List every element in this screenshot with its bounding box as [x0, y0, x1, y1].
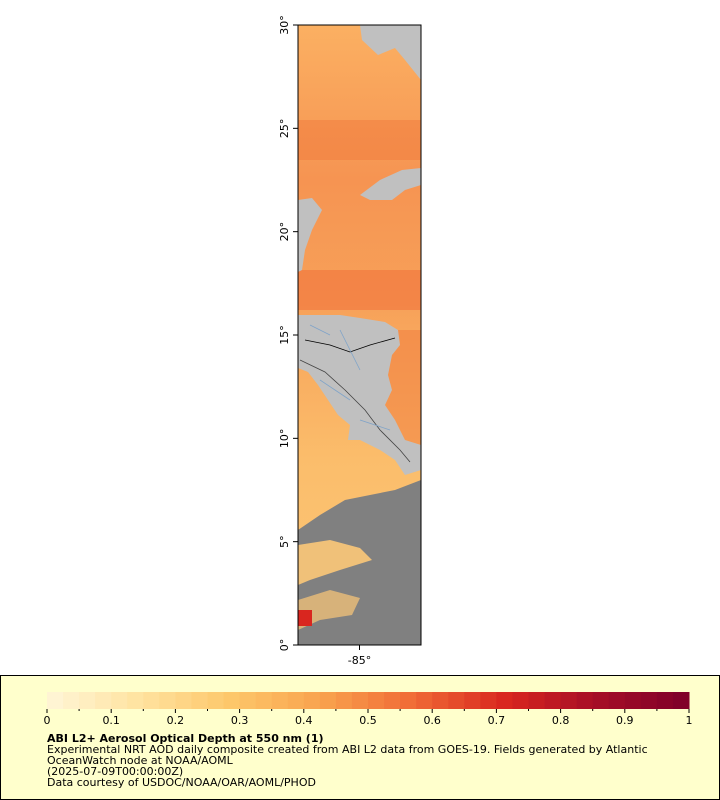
colorbar-cell	[127, 692, 144, 709]
legend-line: Experimental NRT AOD daily composite cre…	[47, 743, 648, 756]
colorbar-cell	[544, 692, 562, 709]
colorbar-cell	[63, 692, 80, 709]
colorbar-cell	[432, 692, 449, 709]
colorbar-tick-label: 1	[686, 714, 693, 727]
colorbar-cell	[656, 692, 674, 709]
colorbar-cell	[496, 692, 513, 709]
lat-tick-label: 15°	[278, 325, 291, 345]
colorbar-tick-label: 0.8	[552, 714, 570, 727]
colorbar-cell	[207, 692, 225, 709]
lat-tick-label: 30°	[278, 15, 291, 35]
lat-tick-label: 20°	[278, 222, 291, 242]
colorbar-cell	[672, 692, 690, 709]
colorbar-cell	[223, 692, 241, 709]
colorbar-cell	[303, 692, 321, 709]
map-image	[298, 25, 421, 645]
colorbar-tick-label: 0.5	[359, 714, 377, 727]
colorbar-tick-label: 0.7	[488, 714, 506, 727]
colorbar-cell	[271, 692, 289, 709]
colorbar-cell	[480, 692, 497, 709]
colorbar-tick-label: 0.3	[231, 714, 249, 727]
colorbar-cell	[79, 692, 96, 709]
colorbar-cell	[255, 692, 273, 709]
colorbar-cell	[592, 692, 610, 709]
colorbar-cell	[191, 692, 208, 709]
lat-tick-label: 10°	[278, 429, 291, 449]
colorbar-tick-label: 0.2	[167, 714, 185, 727]
colorbar-cell	[576, 692, 594, 709]
colorbar-cell	[95, 692, 112, 709]
colorbar-cell	[111, 692, 128, 709]
colorbar-tick-label: 0.6	[423, 714, 441, 727]
legend-line: Data courtesy of USDOC/NOAA/OAR/AOML/PHO…	[47, 776, 316, 789]
colorbar-cell	[640, 692, 658, 709]
colorbar-tick-label: 0.9	[616, 714, 634, 727]
colorbar-cell	[319, 692, 337, 709]
colorbar-cell	[624, 692, 642, 709]
colorbar-cell	[384, 692, 401, 709]
colorbar-tick-label: 0	[44, 714, 51, 727]
colorbar-cell	[351, 692, 369, 709]
colorbar-cell	[368, 692, 385, 709]
colorbar-cell	[528, 692, 546, 709]
colorbar-cell	[159, 692, 176, 709]
colorbar-cell	[448, 692, 465, 709]
lat-tick-label: 0°	[278, 639, 291, 652]
colorbar-cell	[560, 692, 578, 709]
colorbar-cell	[608, 692, 626, 709]
lat-tick-label: 5°	[278, 535, 291, 548]
colorbar-cell	[47, 692, 64, 709]
colorbar-cell	[175, 692, 192, 709]
legend-line: OceanWatch node at NOAA/AOML	[47, 754, 234, 767]
colorbar-cell	[400, 692, 417, 709]
colorbar-tick-label: 0.4	[295, 714, 313, 727]
legend-title: ABI L2+ Aerosol Optical Depth at 550 nm …	[47, 732, 324, 745]
lon-tick-label: -85°	[348, 654, 371, 667]
colorbar-cell	[287, 692, 305, 709]
colorbar-cell	[512, 692, 529, 709]
lat-tick-label: 25°	[278, 119, 291, 139]
colorbar-cell	[464, 692, 481, 709]
legend-line: (2025-07-09T00:00:00Z)	[47, 765, 183, 778]
colorbar-cell	[239, 692, 257, 709]
colorbar-cell	[335, 692, 353, 709]
colorbar-cell	[416, 692, 433, 709]
colorbar-tick-label: 0.1	[102, 714, 120, 727]
colorbar-cell	[143, 692, 160, 709]
